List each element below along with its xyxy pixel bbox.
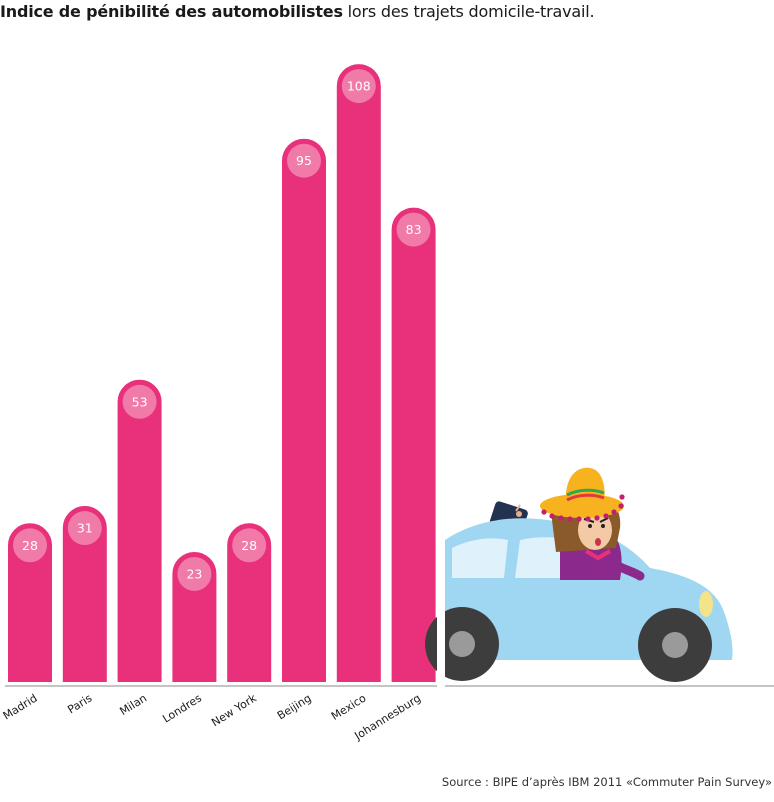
bar-new-york <box>225 521 274 684</box>
wheel-back <box>425 607 499 681</box>
car-icon <box>425 467 733 690</box>
bar-value-label: 95 <box>296 153 312 168</box>
chart-title-bold: Indice de pénibilité des automobilistes <box>0 2 343 21</box>
value-badge <box>396 212 431 247</box>
chart-title-rest: lors des trajets domicile-travail. <box>342 2 595 21</box>
x-tick-label: Beijing <box>275 692 314 723</box>
value-badge <box>341 69 376 104</box>
bar-beijing <box>280 136 328 684</box>
value-badge <box>177 556 212 591</box>
x-tick-label: Londres <box>160 691 204 725</box>
bar-madrid <box>6 521 54 684</box>
value-badge <box>122 384 157 419</box>
x-tick-label: Milan <box>117 692 149 719</box>
bar-value-label: 83 <box>406 222 422 237</box>
x-tick-label: Madrid <box>1 692 40 723</box>
bar-mexico <box>334 62 383 684</box>
source-note: Source : BIPE d’après IBM 2011 «Commuter… <box>441 775 772 789</box>
bars-group: 28 31 53 23 28 95 108 83 <box>6 62 438 684</box>
bar-value-label: 28 <box>241 538 257 553</box>
value-badge <box>67 511 102 546</box>
headlight <box>699 591 713 617</box>
bar-milan <box>115 377 164 684</box>
bar-johannesburg <box>389 205 438 684</box>
car-window-back <box>452 538 508 578</box>
bar-value-label: 53 <box>132 394 148 409</box>
wheel-front <box>638 608 712 682</box>
bar-value-label: 28 <box>22 538 38 553</box>
x-tick-label: Mexico <box>329 691 369 723</box>
value-badge <box>13 528 47 563</box>
bar-value-label: 23 <box>186 566 202 581</box>
value-badge <box>287 143 321 178</box>
bar-value-label: 31 <box>77 521 93 536</box>
bar-paris <box>60 504 109 684</box>
bar-value-label: 108 <box>347 79 371 94</box>
value-badge <box>232 528 267 563</box>
x-tick-label: Paris <box>65 691 94 716</box>
x-tick-label: New York <box>209 691 259 729</box>
sombrero-icon <box>540 467 625 522</box>
x-tick-labels: Madrid Paris Milan Londres New York Beijing Me… <box>1 691 424 743</box>
chart-title: Indice de pénibilité des automobilistes … <box>0 2 595 21</box>
